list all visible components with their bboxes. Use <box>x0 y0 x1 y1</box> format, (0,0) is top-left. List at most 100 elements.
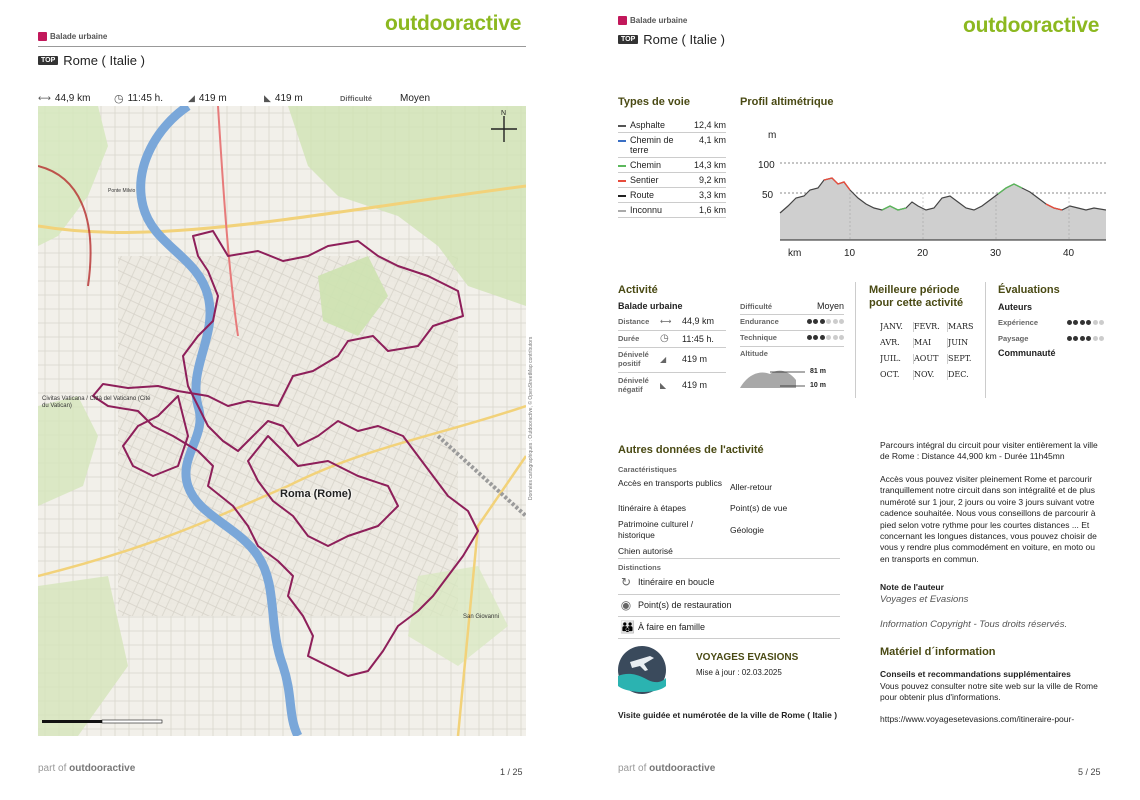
elevation-profile: m 100 50 km 10 20 30 40 <box>758 130 1106 259</box>
info-link[interactable]: https://www.voyagesetevasions.com/itiner… <box>880 714 1075 724</box>
characteristic-item: Géologie <box>730 525 765 535</box>
characteristic-item: Patrimoine culturel / historique <box>618 519 694 540</box>
landscape-rating <box>1066 336 1104 341</box>
way-swatch <box>618 180 626 182</box>
activity-technique: Technique <box>740 333 844 342</box>
way-swatch <box>618 125 626 127</box>
characteristic-item: Chien autorisé <box>618 546 673 556</box>
page-number: 5 / 25 <box>1078 767 1101 777</box>
clock-icon: ◷ <box>114 92 124 105</box>
compass-icon <box>491 116 517 142</box>
activity-distance: Distance ⟷ 44,9 km <box>618 316 715 326</box>
altitude-icon <box>740 370 805 388</box>
month-cell: FÉVR. <box>914 322 948 332</box>
map-label-san-giovanni: San Giovanni <box>463 614 500 620</box>
characteristic-item: Point(s) de vue <box>730 503 788 513</box>
ratings-title: Évaluations <box>998 284 1060 296</box>
way-types-title: Types de voie <box>618 96 690 108</box>
profile-x-tick: 10 <box>844 248 856 259</box>
month-cell: AVR. <box>880 338 914 348</box>
altitude-max: 81 m <box>810 368 826 375</box>
loop-icon: ↻ <box>620 575 632 589</box>
profile-x-tick: 30 <box>990 248 1002 259</box>
clock-icon: ◷ <box>660 333 669 344</box>
stat-descent: ◣ 419 m <box>264 93 340 104</box>
rating-landscape: Paysage <box>998 334 1104 343</box>
top-badge: TOP <box>38 56 59 65</box>
distinction-family: 👪 À faire en famille <box>620 620 706 634</box>
distance-icon: ⟷ <box>38 92 51 103</box>
rating-experience: Expérience <box>998 318 1104 327</box>
footer-brand: part of outdooractive <box>38 763 136 774</box>
map-copyright: Données cartographiques : Outdooractive,… <box>528 336 534 500</box>
walker-icon <box>618 16 627 25</box>
ascent-icon: ◢ <box>660 354 667 364</box>
tour-title-text: Rome ( Italie ) <box>63 53 145 68</box>
divider <box>618 372 726 373</box>
author-name[interactable]: VOYAGES EVASIONS <box>696 652 799 663</box>
way-row: Sentier 9,2 km <box>618 173 726 188</box>
stat-ascent-value: 419 m <box>198 92 227 104</box>
tour-title-text: Rome ( Italie ) <box>643 32 725 47</box>
stat-difficulty-label: Difficulté <box>340 93 373 103</box>
tour-title: TOP Rome ( Italie ) <box>38 53 145 68</box>
advice-title: Conseils et recommandations supplémentai… <box>880 669 1071 679</box>
map-label-ponte: Ponte Milvio <box>108 188 136 194</box>
activity-altitude-label: Altitude <box>740 349 768 358</box>
way-swatch <box>618 210 626 212</box>
copyright-note: Information Copyright - Tous droits rése… <box>880 619 1068 630</box>
divider <box>985 282 986 398</box>
month-cell: AOÛT <box>914 354 948 364</box>
month-cell: JANV. <box>880 322 914 332</box>
left-page: outdooractive Balade urbaine TOP Rome ( … <box>38 12 534 777</box>
profile-x-tick: 40 <box>1063 248 1075 259</box>
route-line <box>92 230 479 677</box>
divider <box>740 314 844 315</box>
family-icon: 👪 <box>620 620 635 634</box>
best-period-months: JANV. FÉVR. MARS AVR. MAI JUIN JUIL. AOÛ… <box>880 322 982 380</box>
characteristics-label: Caractéristiques <box>618 465 677 474</box>
divider <box>740 330 844 331</box>
profile-y-tick: 100 <box>758 160 775 171</box>
stat-difficulty-value: Moyen <box>400 92 431 104</box>
month-cell: NOV. <box>914 370 948 380</box>
ascent-icon: ◢ <box>188 92 195 103</box>
stats-row: ⟷ 44,9 km ◷ 11:45 h. ◢ 419 m ◣ 419 m Dif… <box>38 90 526 106</box>
divider <box>618 594 840 595</box>
characteristic-item: Aller-retour <box>730 482 773 492</box>
divider <box>740 346 844 347</box>
profile-x-tick: 20 <box>917 248 929 259</box>
author-note: Voyages et Evasions <box>880 594 969 605</box>
author-avatar[interactable] <box>618 646 666 694</box>
divider <box>855 282 856 398</box>
route-map[interactable]: N Roma (Rome) Civitas Vaticana / Città d… <box>38 106 526 736</box>
page-number: 1 / 25 <box>500 767 523 777</box>
profile-y-tick: 50 <box>762 190 774 201</box>
experience-rating <box>1066 320 1104 325</box>
activity-type: Balade urbaine <box>618 16 687 25</box>
descent-icon: ◣ <box>660 380 667 390</box>
stat-duration: ◷ 11:45 h. <box>114 92 188 105</box>
best-period-title: Meilleure période pour cette activité <box>869 284 964 309</box>
river-tiber <box>136 106 303 736</box>
activity-subtitle: Balade urbaine <box>618 301 683 311</box>
month-cell: JUIL. <box>880 354 914 364</box>
activity-difficulty: Difficulté Moyen <box>740 301 844 311</box>
advice-text: Vous pouvez consulter notre site web sur… <box>880 681 1098 703</box>
divider <box>618 638 840 639</box>
stat-difficulty: Moyen <box>400 93 430 104</box>
month-cell: DÉC. <box>948 370 969 379</box>
header-divider <box>38 46 526 47</box>
characteristic-item: Accès en transports publics <box>618 478 722 488</box>
divider <box>618 330 726 331</box>
descent-icon: ◣ <box>264 92 271 103</box>
footer-brand: part of outdooractive <box>618 763 716 774</box>
stat-ascent: ◢ 419 m <box>188 93 264 104</box>
profile-x-unit: km <box>788 248 801 259</box>
brand-logo: outdooractive <box>385 12 522 35</box>
top-badge: TOP <box>618 35 639 44</box>
right-page: Balade urbaine TOP Rome ( Italie ) outdo… <box>570 0 1140 800</box>
distinctions-label: Distinctions <box>618 563 661 572</box>
activity-type-label: Balade urbaine <box>50 32 108 41</box>
other-data-title: Autres données de l'activité <box>618 444 764 456</box>
